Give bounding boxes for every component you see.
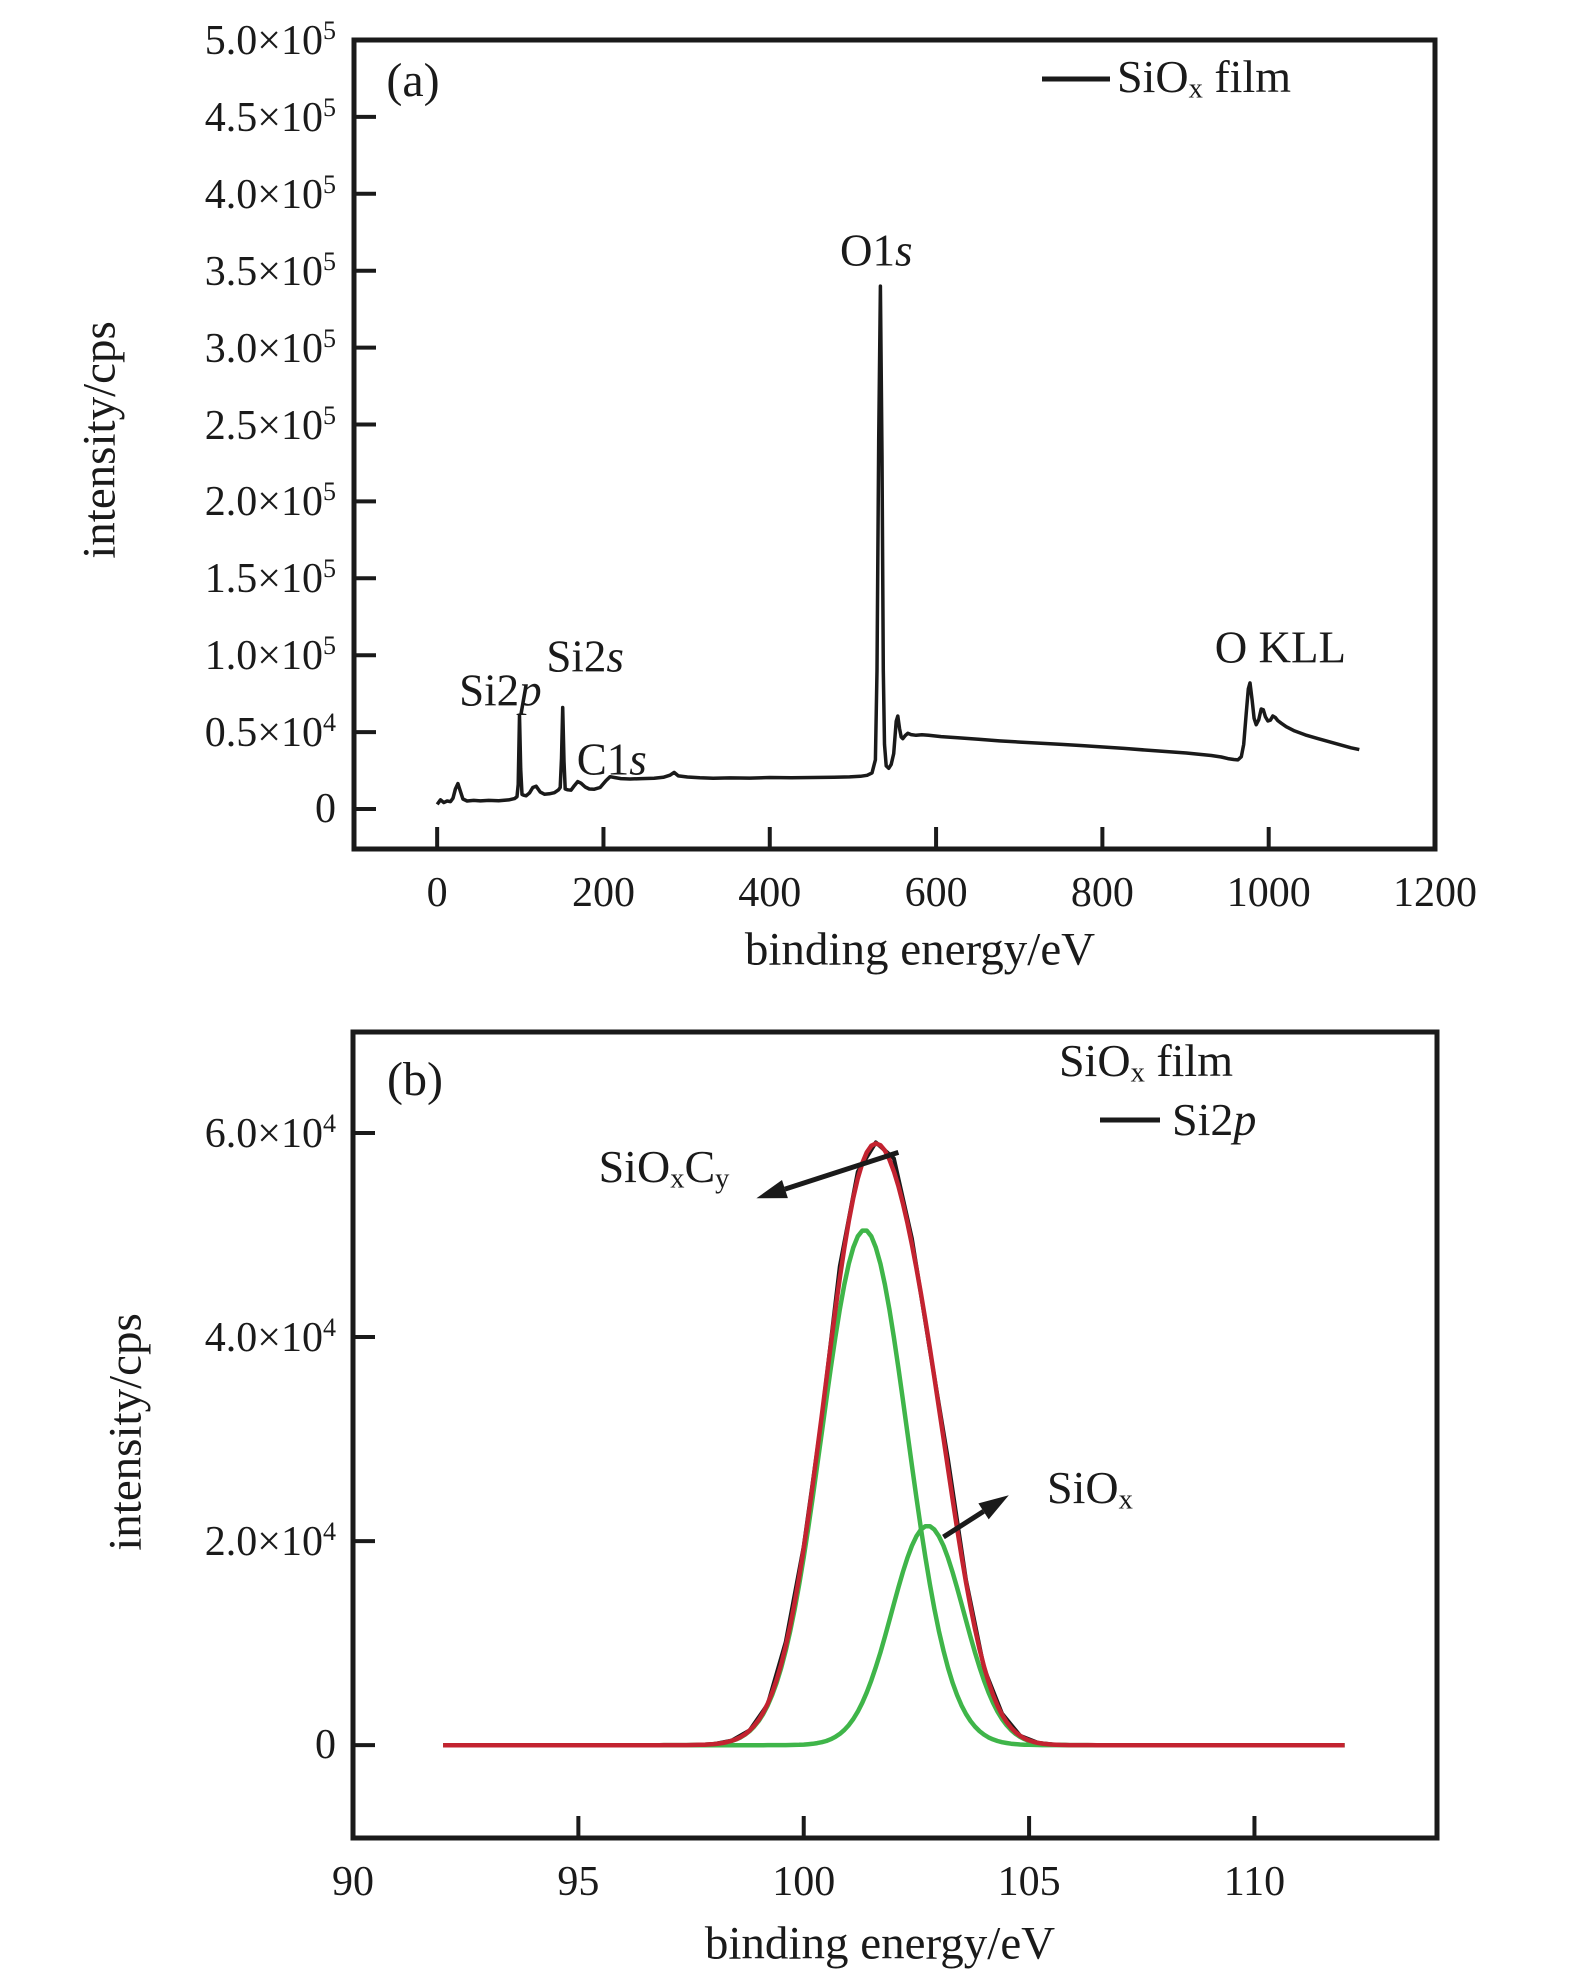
annotation-arrow-sioxcy-line xyxy=(784,1150,900,1192)
annotation-arrow-sioxcy-head xyxy=(756,1180,788,1199)
survey-spectrum-curve xyxy=(435,284,1360,806)
fit-envelope-curve xyxy=(443,1141,1345,1748)
annotation-arrow-siox-line xyxy=(942,1509,985,1540)
component-curve-sioxcy xyxy=(443,1228,1345,1748)
panel-b-axes-box xyxy=(350,1029,1440,1841)
component-curve-siox xyxy=(443,1523,1345,1748)
si2p-data-curve xyxy=(443,1140,1345,1748)
panel-a-axes-box xyxy=(351,37,1438,852)
annotation-arrow-siox-head xyxy=(978,1495,1009,1520)
